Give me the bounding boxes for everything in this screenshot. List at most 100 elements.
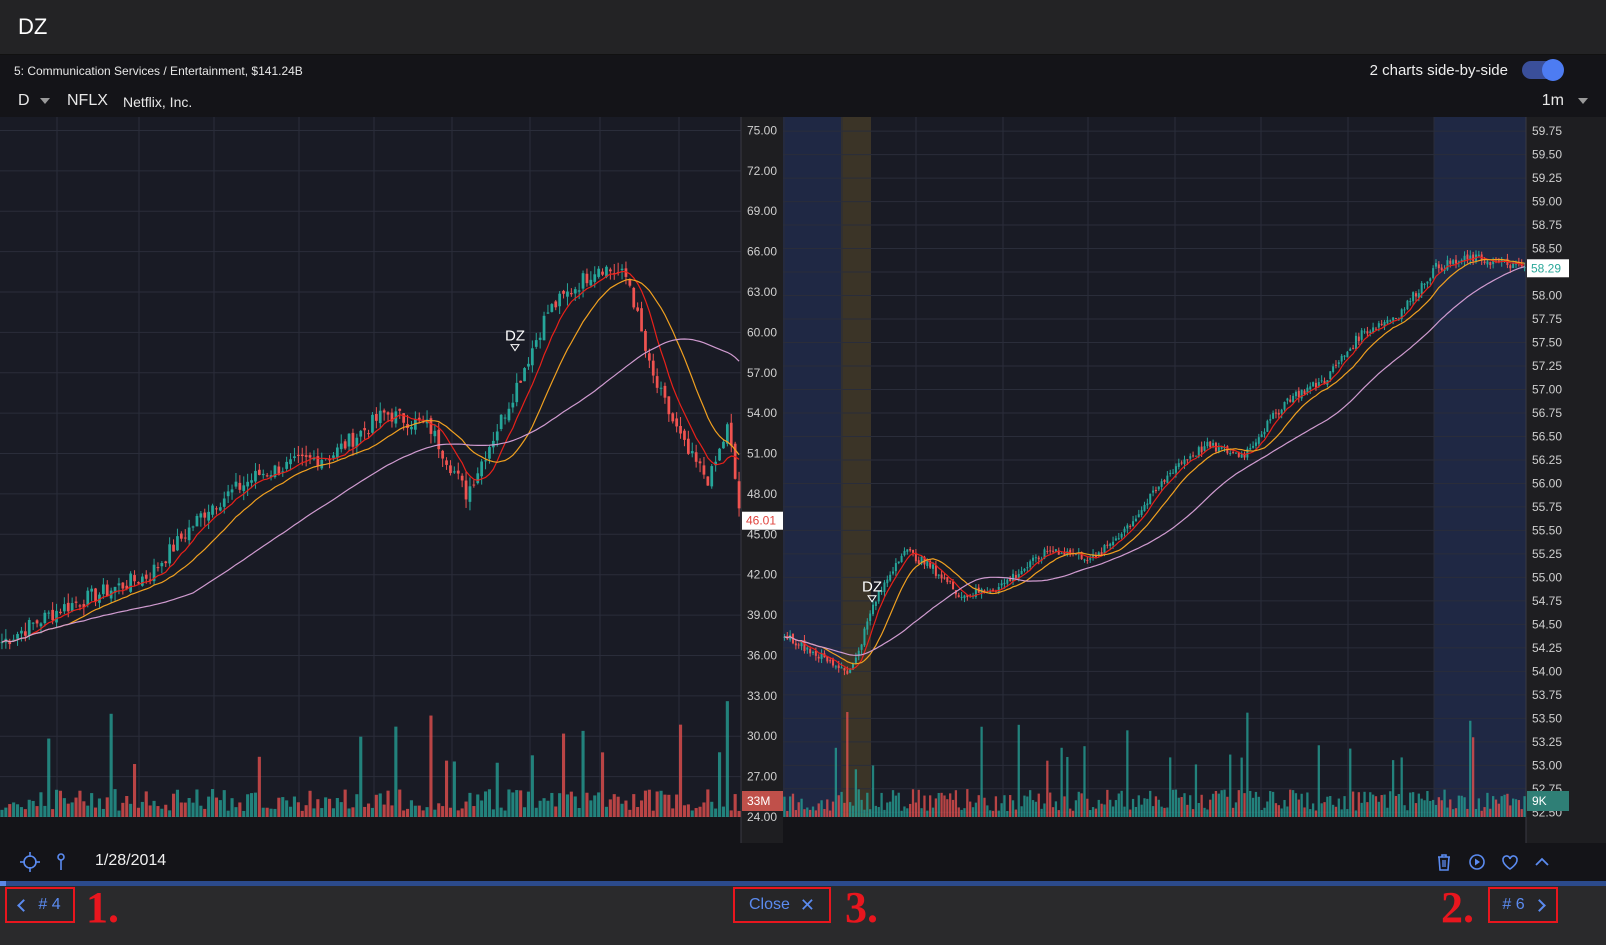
volume-bar	[834, 747, 838, 817]
volume-bar	[1420, 798, 1423, 817]
candle-body	[507, 408, 511, 421]
candle-body	[320, 459, 324, 469]
candle-body	[943, 577, 946, 579]
volume-bar	[1480, 810, 1483, 817]
volume-bar	[413, 805, 417, 817]
volume-bar	[300, 810, 304, 817]
interval-select[interactable]: 1m	[1541, 92, 1564, 109]
side-by-side-toggle[interactable]	[1522, 59, 1564, 81]
heart-icon[interactable]	[1499, 851, 1521, 873]
close-button[interactable]: Close ✕	[733, 887, 831, 923]
interval-caret-icon[interactable]	[1578, 98, 1588, 104]
candle-body	[1097, 552, 1100, 556]
volume-bar	[101, 808, 105, 817]
candle-body	[468, 486, 472, 502]
volume-bar	[1474, 808, 1478, 817]
candle-body	[265, 475, 269, 477]
volume-bar	[1020, 806, 1023, 817]
y-tick-label: 53.25	[1532, 735, 1562, 749]
play-icon[interactable]	[1466, 851, 1488, 873]
volume-label-box	[1527, 791, 1569, 811]
candle-body	[1320, 380, 1323, 382]
prev-button[interactable]: # 4	[5, 887, 75, 923]
volume-bar	[476, 794, 480, 817]
volume-bar	[1437, 797, 1440, 817]
daily-chart[interactable]: 75.00 72.00 69.00 66.00 63.00 60.00 57.00 54.00…	[0, 117, 783, 843]
volume-bar	[1091, 807, 1095, 817]
volume-bar	[39, 792, 43, 817]
candle-body	[1509, 265, 1512, 269]
candle-body	[1166, 475, 1169, 483]
candle-body	[694, 452, 698, 462]
timeframe-select[interactable]: D	[18, 92, 30, 109]
candle-body	[222, 498, 226, 507]
candle-body	[663, 385, 667, 398]
candle-body	[849, 669, 852, 673]
candle-body	[1177, 463, 1180, 467]
candle-body	[8, 640, 12, 645]
candle-body	[1234, 452, 1237, 454]
volume-bar	[624, 800, 628, 817]
price-label: 46.01	[746, 514, 776, 528]
volume-bar	[1446, 807, 1449, 817]
volume-bar	[636, 807, 640, 817]
candle-body	[1217, 447, 1220, 452]
chevron-up-icon[interactable]	[1531, 851, 1553, 873]
candle-body	[920, 556, 923, 564]
volume-bar	[363, 806, 367, 817]
candle-body	[1049, 550, 1052, 552]
candle-body	[1163, 479, 1166, 482]
intraday-chart[interactable]: 59.7559.5059.2559.0058.7558.5058.2558.00…	[783, 117, 1606, 843]
candle-body	[1329, 371, 1332, 380]
volume-bar	[74, 797, 78, 817]
candle-body	[1523, 267, 1526, 269]
volume-bar	[639, 800, 644, 817]
candle-body	[1340, 355, 1343, 362]
chart-header: 5: Communication Services / Entertainmen…	[0, 55, 1606, 117]
pin-icon[interactable]	[50, 851, 72, 873]
volume-bar	[1071, 810, 1075, 817]
volume-bar	[1129, 809, 1132, 817]
candle-body	[1357, 336, 1360, 342]
volume-bar	[1400, 757, 1403, 817]
chart-toolbar: 1/28/2014	[0, 843, 1606, 881]
candle-body	[1109, 543, 1112, 546]
candle-body	[1272, 412, 1275, 419]
trash-icon[interactable]	[1433, 851, 1455, 873]
candle-body	[98, 594, 101, 603]
dz-marker-label: DZ	[862, 579, 882, 596]
volume-bar	[1309, 809, 1312, 817]
candle-body	[900, 555, 903, 563]
candle-body	[1092, 554, 1095, 558]
candle-body	[519, 380, 523, 383]
volume-bar	[1214, 790, 1218, 817]
volume-bar	[874, 805, 878, 817]
candle-body	[1143, 504, 1146, 512]
candle-body	[55, 610, 58, 623]
candle-body	[1037, 557, 1040, 560]
candle-body	[234, 481, 238, 487]
candle-body	[101, 584, 105, 595]
next-button[interactable]: # 6	[1488, 887, 1558, 923]
timeframe-caret-icon[interactable]	[40, 98, 50, 104]
candle-body	[1337, 362, 1340, 364]
volume-bar	[105, 797, 109, 817]
candle-body	[877, 590, 880, 602]
volume-bar	[1094, 808, 1098, 817]
volume-bar	[1451, 809, 1455, 817]
crosshair-icon[interactable]	[19, 851, 41, 873]
candle-body	[43, 612, 47, 624]
candle-body	[800, 640, 803, 647]
candle-body	[199, 513, 203, 518]
candle-body	[1332, 366, 1335, 372]
volume-bar	[1371, 794, 1375, 817]
y-tick-label: 58.50	[1532, 242, 1562, 256]
candle-body	[647, 353, 651, 361]
candle-body	[1054, 549, 1057, 552]
symbol-label[interactable]: NFLX	[67, 92, 108, 109]
volume-bar	[986, 805, 989, 817]
candle-body	[546, 312, 550, 314]
volume-bar	[0, 809, 4, 817]
volume-bar	[1440, 800, 1443, 817]
candle-body	[1152, 490, 1155, 493]
